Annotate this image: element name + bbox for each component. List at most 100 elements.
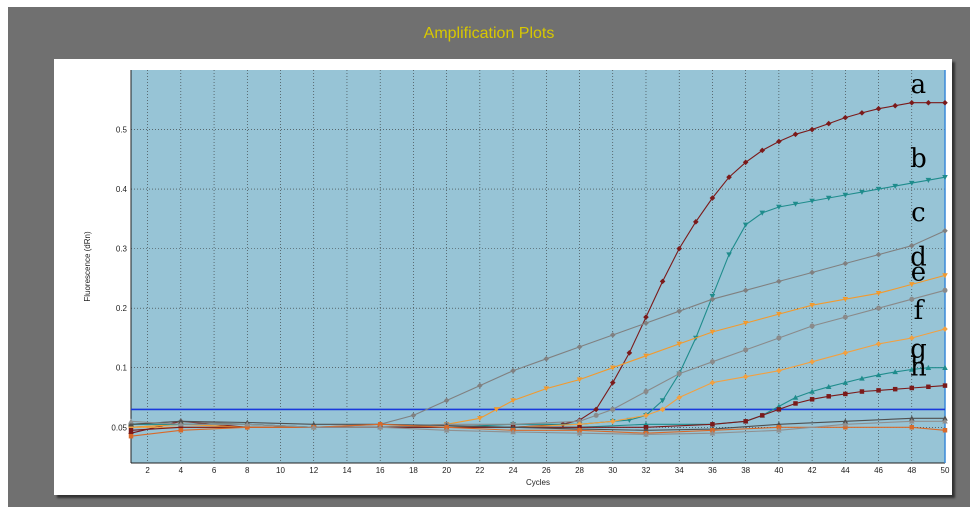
x-tick-label: 26: [542, 466, 551, 475]
y-tick-label: 0.2: [116, 304, 128, 313]
series-line: [130, 423, 946, 437]
data-point: [659, 278, 666, 285]
data-point: [825, 120, 832, 127]
data-point: [742, 320, 749, 326]
data-point: [742, 373, 749, 380]
data-point: [809, 388, 815, 394]
data-point: [477, 382, 483, 389]
data-point: [809, 358, 815, 365]
data-point: [875, 186, 882, 192]
data-point: [859, 375, 865, 381]
data-point: [892, 386, 898, 392]
data-point: [908, 282, 915, 288]
x-tick-label: 12: [309, 466, 318, 475]
x-tick-label: 28: [575, 466, 584, 475]
data-point: [908, 242, 915, 249]
data-point: [942, 428, 948, 433]
data-point: [609, 418, 616, 425]
data-point: [776, 427, 782, 433]
data-point: [643, 353, 649, 359]
data-point: [809, 397, 815, 402]
data-point: [726, 252, 732, 258]
data-point: [859, 389, 865, 394]
data-point: [909, 425, 915, 430]
data-point: [776, 425, 782, 430]
data-point: [908, 415, 915, 421]
y-tick-label: 0.3: [116, 245, 128, 254]
data-point: [759, 147, 766, 154]
data-point: [776, 278, 782, 285]
data-point: [842, 350, 849, 356]
curve-label: d: [910, 242, 927, 272]
x-tick-label: 20: [442, 466, 451, 475]
data-point: [776, 138, 782, 145]
x-tick-label: 4: [179, 466, 184, 475]
data-point: [908, 99, 915, 106]
data-point: [892, 102, 898, 109]
x-tick-label: 22: [475, 466, 484, 475]
data-point: [793, 401, 798, 406]
curve-label: b: [910, 144, 927, 174]
data-point: [908, 180, 915, 186]
data-point: [776, 335, 782, 341]
y-tick-label: 0.4: [116, 185, 128, 194]
data-point: [742, 159, 749, 166]
data-point: [709, 379, 716, 386]
data-point: [842, 192, 849, 198]
data-point: [676, 394, 683, 401]
x-tick-label: 24: [509, 466, 518, 475]
data-point: [593, 406, 599, 413]
data-point: [128, 418, 134, 424]
data-point: [875, 105, 882, 112]
chart-window: Amplification Plots 2 4 6 8 10 12 14 16 18 20 22 24…: [8, 7, 970, 507]
data-point: [759, 210, 766, 216]
data-point: [178, 428, 184, 433]
series-line: [130, 417, 945, 431]
data-point: [676, 341, 683, 347]
y-tick-label: 0.5: [116, 126, 128, 135]
data-point: [908, 366, 915, 372]
data-point: [128, 433, 134, 439]
data-point: [942, 418, 948, 424]
data-point: [942, 99, 948, 106]
data-point: [743, 347, 749, 353]
x-tick-label: 44: [841, 466, 850, 475]
data-point: [843, 425, 848, 430]
data-point: [693, 219, 699, 225]
data-point: [742, 222, 749, 228]
x-tick-label: 40: [774, 466, 783, 475]
data-point: [676, 371, 682, 377]
data-point: [710, 428, 715, 433]
data-point: [776, 204, 782, 210]
data-point: [659, 406, 666, 413]
data-point: [942, 326, 948, 332]
data-point: [709, 359, 715, 365]
data-point: [709, 329, 716, 335]
data-point: [942, 174, 948, 180]
data-point: [709, 296, 716, 303]
data-point: [577, 428, 582, 433]
data-point: [643, 412, 649, 419]
curve-label: c: [911, 198, 926, 228]
data-point: [776, 367, 782, 374]
x-tick-label: 38: [741, 466, 750, 475]
data-point: [925, 177, 932, 183]
data-point: [925, 364, 932, 370]
data-point: [809, 126, 815, 133]
x-tick-label: 32: [642, 466, 651, 475]
data-point: [909, 296, 915, 302]
plot-area: [131, 70, 945, 463]
data-point: [942, 273, 948, 279]
data-point: [659, 398, 666, 404]
data-point: [809, 323, 815, 329]
data-point: [626, 350, 633, 356]
curve-label: e: [911, 257, 926, 287]
data-point: [493, 407, 500, 413]
data-point: [842, 114, 849, 121]
data-point: [942, 364, 948, 370]
x-tick-label: 14: [343, 466, 352, 475]
data-point: [577, 418, 583, 424]
series-line: [130, 420, 945, 435]
data-point: [859, 110, 865, 116]
data-point: [908, 418, 915, 424]
